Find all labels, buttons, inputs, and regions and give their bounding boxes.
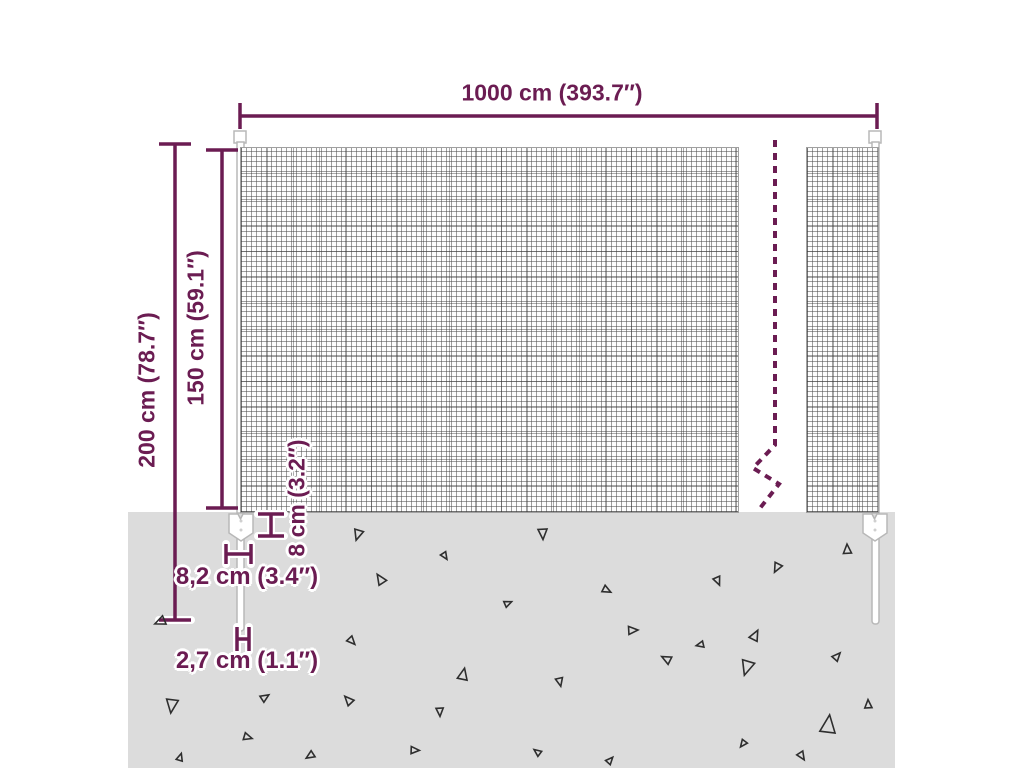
ground-triangle	[741, 658, 757, 678]
label-spike-width: 2,7 cm (1.1″)	[175, 647, 319, 674]
left-clip-screw	[239, 528, 243, 532]
dim-mesh-height	[206, 148, 238, 510]
dim-clip-height	[254, 510, 288, 540]
ground-triangle	[747, 628, 759, 643]
ground-triangle	[863, 697, 874, 709]
right-clip-screw	[873, 528, 877, 532]
ground-triangles	[152, 525, 874, 767]
ground-triangle	[830, 651, 842, 663]
ground-triangle	[536, 528, 549, 542]
ground-triangle	[174, 751, 184, 763]
label-mesh-height: 150 cm (59.1″)	[182, 250, 209, 406]
ground-triangle	[242, 731, 255, 741]
ground-triangle	[353, 527, 365, 543]
ground-triangle	[293, 525, 304, 538]
ground-triangle	[438, 550, 449, 562]
ground-triangle	[165, 698, 180, 716]
label-clip-width: 8,2 cm (3.4″)	[175, 563, 319, 590]
left-clip-screw	[239, 519, 243, 523]
label-total-height: 200 cm (78.7″)	[133, 312, 160, 468]
ground-triangle	[818, 712, 837, 734]
dim-clip-width	[222, 540, 255, 568]
ground-triangle	[410, 745, 422, 755]
right-anchor	[862, 513, 888, 625]
ground-triangle	[434, 707, 445, 719]
ground-triangle	[659, 655, 674, 666]
left-clip	[228, 513, 254, 542]
ground-triangle	[627, 625, 640, 636]
label-total-width: 1000 cm (393.7″)	[461, 79, 643, 106]
ground-triangle	[694, 639, 705, 649]
ground-triangle	[773, 560, 784, 575]
label-clip-height: 8 cm (3.2″)	[283, 439, 310, 557]
ground-triangle	[258, 693, 271, 704]
break-dashed-line	[749, 140, 782, 514]
dim-spike-width	[233, 623, 253, 655]
right-clip	[862, 513, 888, 542]
dim-total-width	[238, 103, 879, 129]
ground-triangle	[152, 614, 168, 625]
ground-triangle	[376, 572, 389, 587]
ground-area	[128, 512, 895, 768]
mesh-panel-main	[240, 147, 739, 513]
ground-triangle	[532, 748, 544, 758]
ground-triangle	[343, 694, 356, 708]
ground-triangle	[604, 755, 615, 767]
ground-triangle	[600, 583, 613, 594]
ground-triangle	[554, 676, 564, 689]
ground-triangle	[455, 666, 469, 682]
right-clip-screw	[873, 519, 877, 523]
ground-triangle	[795, 749, 806, 762]
ground-triangle	[345, 634, 357, 646]
ground-triangle	[304, 749, 317, 760]
ground-triangle	[739, 737, 749, 749]
ground-triangle	[842, 542, 853, 555]
ground-triangle	[711, 574, 721, 587]
right-spike	[871, 534, 880, 625]
ground-triangle	[502, 600, 514, 609]
mesh-panel-right	[806, 147, 879, 513]
